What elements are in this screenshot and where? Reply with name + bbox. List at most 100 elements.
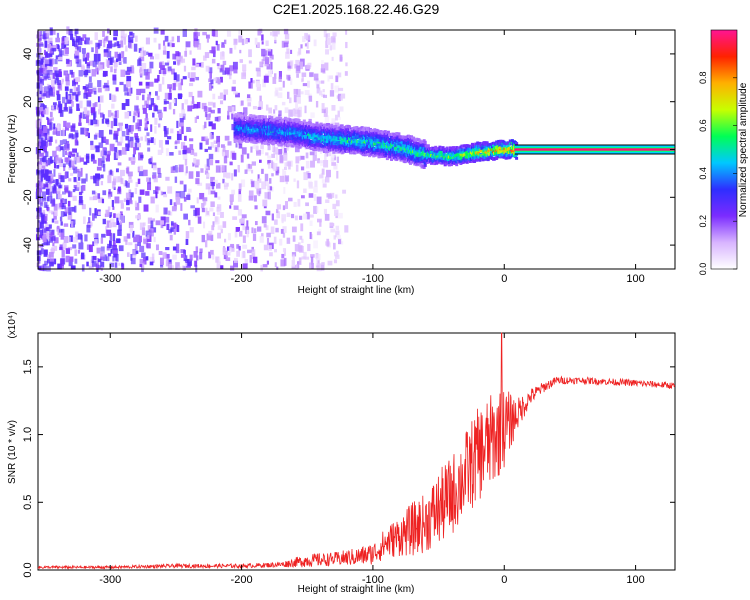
heatmap-cell — [172, 53, 177, 60]
heatmap-cell — [53, 162, 57, 169]
heatmap-cell — [204, 148, 208, 153]
ridge-cell — [473, 159, 477, 163]
ridge-cell — [464, 147, 468, 151]
heatmap-cell — [117, 128, 120, 132]
ridge-cell — [399, 153, 403, 157]
ridge-cell — [260, 141, 264, 145]
heatmap-cell — [113, 130, 119, 137]
heatmap-cell — [339, 106, 344, 112]
heatmap-cell — [62, 36, 67, 42]
heatmap-cell — [335, 75, 339, 83]
heatmap-cell — [141, 252, 146, 258]
ridge-cell — [456, 150, 460, 154]
heatmap-cell — [50, 79, 55, 87]
heatmap-cell — [42, 209, 46, 215]
ridge-cell — [506, 144, 510, 148]
ridge-cell — [476, 141, 480, 145]
heatmap-cell — [68, 93, 74, 100]
heatmap-cell — [300, 223, 304, 232]
heatmap-cell — [152, 218, 155, 222]
heatmap-cell — [211, 85, 214, 89]
heatmap-cell — [246, 229, 249, 238]
heatmap-cell — [316, 231, 321, 236]
heatmap-cell — [45, 227, 49, 232]
ridge-cell — [317, 148, 321, 152]
heatmap-cell — [90, 107, 96, 114]
heatmap-cell — [112, 114, 117, 119]
bottom-y-tick-label: 1.0 — [22, 427, 34, 442]
ridge-cell — [266, 136, 270, 140]
ridge-cell — [290, 122, 294, 126]
heatmap-cell — [59, 244, 63, 250]
heatmap-cell — [88, 265, 94, 270]
heatmap-cell — [204, 121, 207, 129]
heatmap-cell — [246, 153, 250, 159]
heatmap-cell — [193, 158, 197, 164]
top-y-tick-label: 40 — [22, 48, 34, 60]
heatmap-cell — [37, 128, 42, 135]
heatmap-cell — [255, 67, 261, 72]
heatmap-cell — [94, 233, 99, 239]
heatmap-cell — [119, 200, 124, 204]
heatmap-cell — [176, 120, 179, 129]
heatmap-cell — [126, 252, 130, 257]
ridge-cell — [267, 132, 271, 136]
heatmap-cell — [92, 86, 97, 95]
heatmap-cell — [82, 34, 87, 39]
heatmap-cell — [134, 135, 139, 140]
heatmap-cell — [95, 145, 100, 153]
heatmap-cell — [300, 91, 304, 95]
ridge-cell — [325, 140, 329, 144]
heatmap-cell — [54, 245, 58, 251]
heatmap-cell — [287, 62, 291, 69]
heatmap-cell — [153, 190, 157, 194]
heatmap-cell — [105, 256, 110, 262]
heatmap-cell — [304, 105, 307, 114]
heatmap-cell — [46, 258, 52, 264]
heatmap-cell — [142, 169, 148, 177]
ridge-cell — [400, 150, 404, 154]
heatmap-cell — [39, 62, 44, 69]
heatmap-cell — [171, 68, 175, 75]
heatmap-cell — [130, 257, 136, 265]
heatmap-cell — [192, 162, 195, 167]
heatmap-cell — [295, 164, 299, 172]
colorbar: 0.00.20.40.60.8 Normalized spectral ampl… — [698, 29, 749, 275]
ridge-cell — [309, 122, 313, 126]
heatmap-cell — [83, 216, 86, 225]
heatmap-cell — [299, 155, 305, 160]
heatmap-cell — [84, 73, 88, 78]
heatmap-cell — [109, 129, 113, 135]
ridge-cell — [476, 157, 480, 161]
heatmap-cells — [35, 26, 349, 273]
heatmap-cell — [307, 62, 312, 68]
heatmap-cell — [184, 50, 188, 57]
heatmap-cell — [216, 182, 221, 189]
heatmap-cell — [98, 43, 101, 48]
heatmap-cell — [291, 260, 296, 267]
heatmap-cell — [119, 211, 123, 216]
ridge-cell — [348, 125, 352, 129]
heatmap-cell — [179, 113, 182, 118]
heatmap-cell — [265, 73, 270, 77]
heatmap-cell — [301, 238, 304, 244]
heatmap-cell — [241, 38, 245, 46]
heatmap-cell — [137, 178, 141, 185]
heatmap-cell — [90, 175, 94, 180]
heatmap-cell — [55, 37, 60, 43]
ridge-cell — [459, 155, 463, 159]
heatmap-cell — [39, 103, 44, 111]
heatmap-cell — [45, 91, 51, 98]
heatmap-cell — [61, 37, 65, 45]
heatmap-cell — [179, 117, 184, 123]
heatmap-cell — [57, 263, 62, 270]
heatmap-cell — [291, 265, 297, 270]
heatmap-cell — [278, 149, 283, 155]
heatmap-cell — [284, 107, 289, 114]
ridge-cell — [382, 145, 386, 149]
heatmap-cell — [112, 240, 116, 247]
heatmap-cell — [134, 187, 138, 195]
ridge-cell — [444, 162, 448, 166]
heatmap-cell — [69, 69, 73, 75]
heatmap-cell — [212, 102, 216, 108]
